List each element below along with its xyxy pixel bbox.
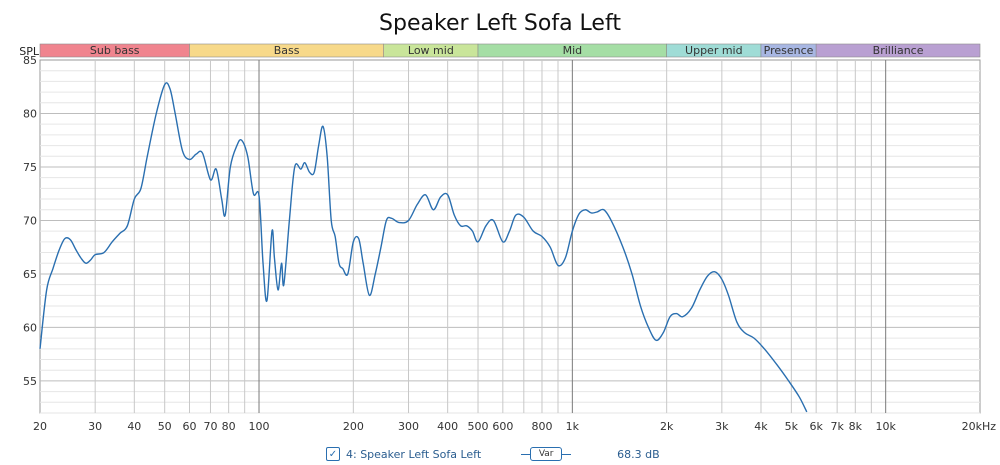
x-tick-label: 50: [158, 420, 172, 433]
y-tick-label: 85: [23, 54, 37, 67]
x-tick-label: 6k: [809, 420, 823, 433]
band-label-2: Low mid: [408, 44, 454, 57]
band-label-3: Mid: [563, 44, 583, 57]
variance-label: Var: [530, 447, 563, 461]
x-tick-labels: 20 30 40 50 60 70 80 100 200 300 400 500 600 800 1k 2k 3…: [33, 420, 996, 433]
y-tick-label: 55: [23, 375, 37, 388]
band-label-5: Presence: [764, 44, 814, 57]
y-tick-label: 80: [23, 107, 37, 120]
variance-button[interactable]: Var: [521, 447, 572, 461]
x-tick-label: 600: [492, 420, 513, 433]
x-tick-label: 800: [531, 420, 552, 433]
x-tick-label: 30: [88, 420, 102, 433]
x-tick-label: 4k: [754, 420, 768, 433]
x-tick-label: 8k: [849, 420, 863, 433]
x-tick-label: 7k: [830, 420, 844, 433]
x-tick-label: 80: [222, 420, 236, 433]
band-label-1: Bass: [274, 44, 300, 57]
x-tick-label: 60: [182, 420, 196, 433]
y-axis-label: SPL: [19, 45, 40, 58]
x-tick-label: 500: [468, 420, 489, 433]
series-lines: [39, 82, 808, 413]
x-tick-label: 5k: [785, 420, 799, 433]
band-6: [815, 43, 981, 58]
x-tick-label: 100: [249, 420, 270, 433]
series-checkbox[interactable]: ✓: [326, 447, 340, 461]
series-line-0: [39, 82, 808, 413]
y-tick-label: 75: [23, 161, 37, 174]
x-tick-label: 2k: [660, 420, 674, 433]
band-label-0: Sub bass: [90, 44, 140, 57]
x-tick-label: 1k: [566, 420, 580, 433]
y-tick-labels: 55 60 65 70 75 80 85: [23, 54, 37, 388]
legend-series-label[interactable]: 4: Speaker Left Sofa Left: [346, 447, 482, 461]
legend: ✓ 4: Speaker Left Sofa Left Var 68.3 dB: [326, 445, 660, 463]
grid-lines: [40, 60, 980, 414]
x-tick-label: 3k: [715, 420, 729, 433]
x-tick-label: 300: [398, 420, 419, 433]
chart-title: Speaker Left Sofa Left: [379, 11, 621, 36]
legend-value: 68.3 dB: [617, 447, 660, 461]
x-tick-label: 40: [127, 420, 141, 433]
plot-area: [39, 59, 981, 414]
frequency-bands: Sub bass Bass Low mid Mid Upper mid Presence B…: [39, 43, 981, 58]
y-tick-label: 65: [23, 268, 37, 281]
x-tick-label: 20: [33, 420, 47, 433]
y-tick-label: 60: [23, 321, 37, 334]
band-label-6: Brilliance: [873, 44, 924, 57]
x-tick-label: 20kHz: [962, 420, 997, 433]
x-tick-label: 10k: [875, 420, 896, 433]
x-tick-label: 70: [203, 420, 217, 433]
band-label-4: Upper mid: [685, 44, 743, 57]
x-tick-label: 200: [343, 420, 364, 433]
x-tick-label: 400: [437, 420, 458, 433]
y-tick-label: 70: [23, 214, 37, 227]
